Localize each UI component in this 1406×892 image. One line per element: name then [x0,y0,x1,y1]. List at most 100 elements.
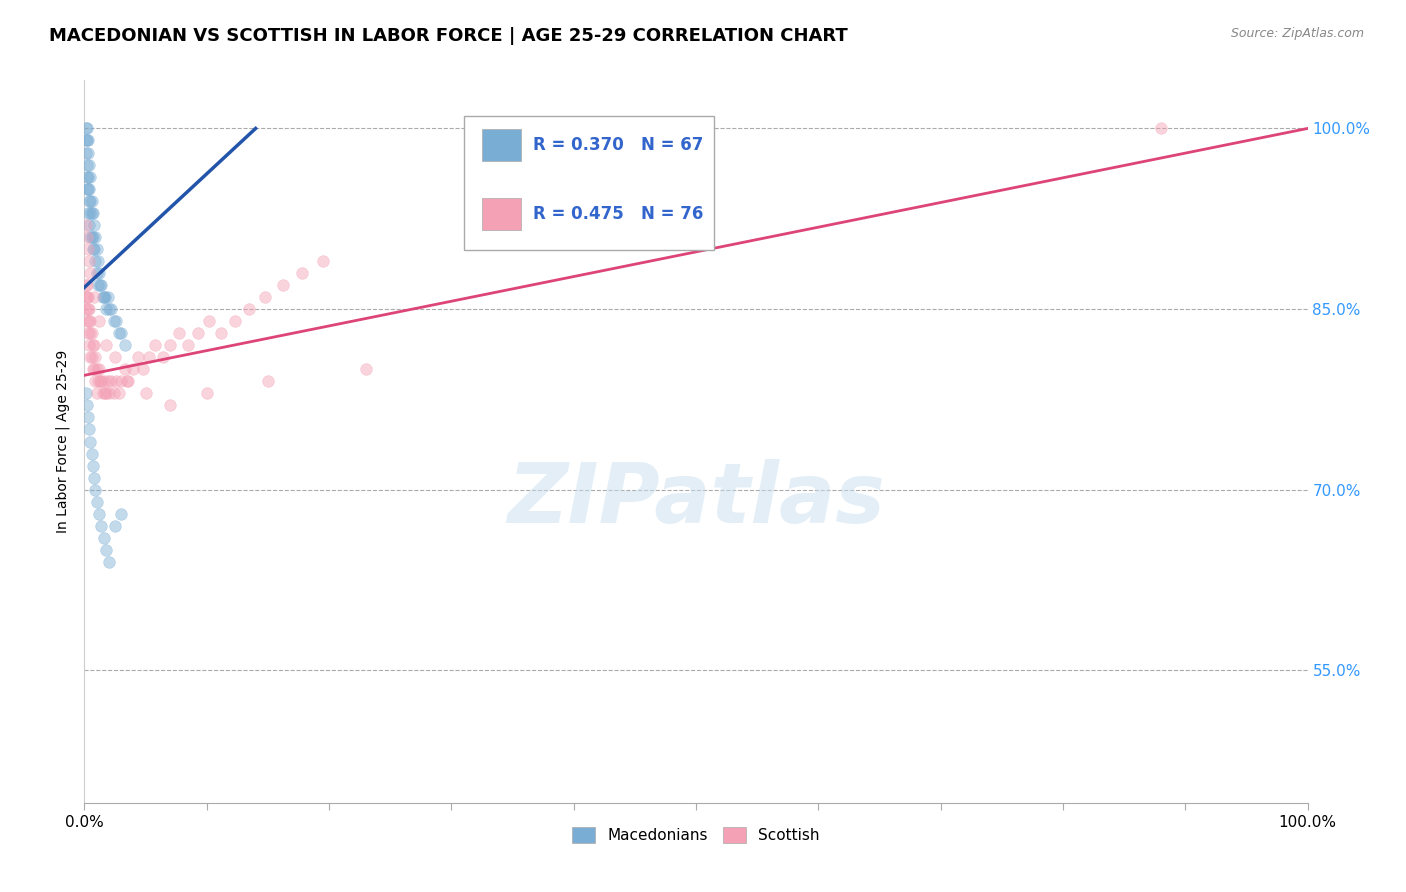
Point [83,471,105,485]
Point [76,169,98,184]
Point [77,301,100,317]
Point [77,182,100,196]
Text: ZIPatlas: ZIPatlas [508,458,884,540]
Point [76,314,98,328]
Point [90,278,112,293]
Point [82,362,104,376]
Y-axis label: In Labor Force | Age 25-29: In Labor Force | Age 25-29 [56,350,70,533]
Point [105,314,128,328]
FancyBboxPatch shape [482,198,522,230]
Point [76,290,98,304]
FancyBboxPatch shape [482,129,522,161]
Point [104,519,127,533]
Point [77,314,100,328]
Point [195,386,218,401]
Point [187,326,209,341]
Point [94,290,117,304]
Point [143,338,166,352]
Point [257,375,280,389]
Point [159,338,181,352]
Point [75,301,97,317]
Point [271,278,294,293]
Point [82,242,104,256]
Point [93,531,115,545]
Point [77,290,100,304]
Point [77,169,100,184]
Point [84,350,107,364]
Point [79,194,101,208]
Point [83,362,105,376]
Point [117,375,139,389]
Point [80,350,103,364]
Point [86,495,108,509]
Point [86,242,108,256]
Point [86,386,108,401]
Point [84,375,107,389]
Point [75,290,97,304]
Point [94,386,117,401]
Point [76,278,98,293]
Point [100,301,122,317]
Point [97,290,120,304]
Point [87,362,110,376]
Point [104,350,127,364]
Point [96,301,118,317]
Point [159,398,181,412]
Point [79,434,101,449]
Point [97,301,120,317]
Point [138,350,160,364]
Point [76,182,98,196]
Point [96,386,118,401]
Point [83,218,105,232]
Point [79,314,101,328]
Point [76,133,98,147]
Point [254,290,277,304]
Point [87,314,110,328]
Point [110,507,132,521]
Legend: Macedonians, Scottish: Macedonians, Scottish [567,822,825,849]
Point [93,290,115,304]
Point [86,266,108,280]
Point [82,230,104,244]
Point [107,326,129,341]
Point [87,278,110,293]
Point [110,326,132,341]
Point [76,158,98,172]
Point [135,386,157,401]
Point [152,350,174,364]
Text: R = 0.370   N = 67: R = 0.370 N = 67 [533,136,703,154]
Point [77,410,100,425]
Point [177,338,200,352]
Point [75,386,97,401]
Point [103,386,125,401]
Point [82,338,104,352]
Point [77,158,100,172]
Point [77,182,100,196]
Point [75,145,97,160]
Point [80,194,103,208]
Point [76,230,98,244]
Point [79,326,101,341]
Point [77,326,100,341]
Point [84,230,107,244]
FancyBboxPatch shape [464,117,714,250]
Point [79,230,101,244]
Point [77,338,100,352]
Point [83,338,105,352]
Point [84,254,107,268]
Point [77,205,100,219]
Point [115,375,138,389]
Point [83,242,105,256]
Point [100,375,122,389]
Point [93,375,115,389]
Point [86,362,108,376]
Point [87,507,110,521]
Point [79,205,101,219]
Point [122,362,145,376]
Point [114,338,136,352]
Point [77,218,100,232]
Point [354,362,377,376]
Point [87,266,110,280]
Point [84,483,107,497]
Point [83,290,105,304]
